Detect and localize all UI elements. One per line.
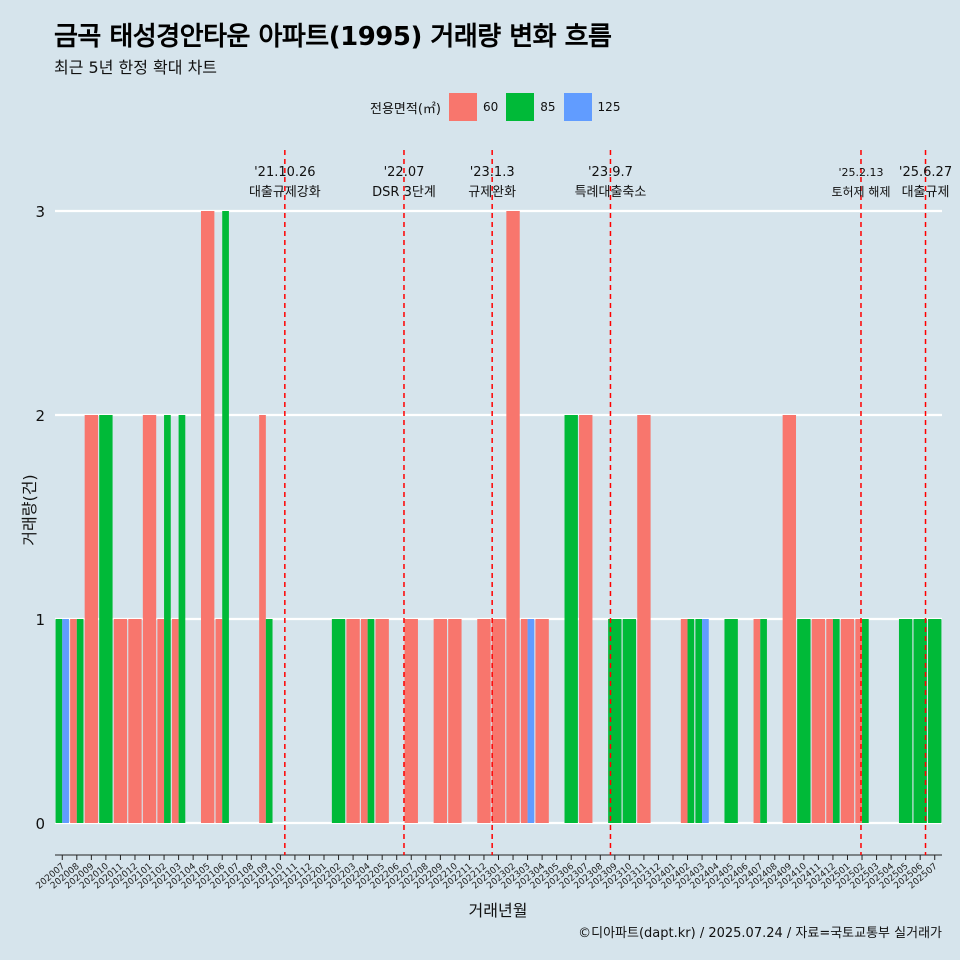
bar-60-202012: [128, 619, 142, 823]
bar-85-202507: [928, 619, 942, 823]
bar-60-202103: [171, 619, 179, 823]
bar-85-202410: [797, 619, 811, 823]
caption: ©디아파트(dapt.kr) / 2025.07.24 / 자료=국토교통부 실…: [578, 926, 942, 941]
bar-60-202210: [448, 619, 462, 823]
bar-60-202101: [142, 415, 157, 823]
chart-title: 금곡 태성경안타운 아파트(1995) 거래량 변화 흐름: [54, 22, 612, 52]
bar-60-202209: [433, 619, 448, 823]
event-date-label: '22.07: [384, 165, 425, 180]
bar-60-202109: [259, 415, 266, 823]
event-name-label: 규제완화: [468, 185, 516, 200]
y-axis-title: 거래량(건): [20, 474, 39, 546]
bar-85-202306: [564, 415, 578, 823]
bar-85-202505: [898, 619, 913, 823]
event-name-label: 대출규제: [902, 185, 950, 200]
event-date-label: '23.9.7: [588, 165, 633, 180]
bar-85-202407: [760, 619, 767, 823]
legend-label-85: 85: [540, 100, 556, 114]
bar-60-202207: [404, 619, 418, 823]
bar-60-202303: [520, 619, 528, 823]
event-name-label: 토허제 해제: [831, 185, 890, 199]
bar-85-202506: [913, 619, 927, 823]
bar-60-202409: [782, 415, 797, 823]
bar-60-202204: [360, 619, 368, 823]
event-date-label: '25.6.27: [899, 165, 952, 180]
legend-label-60: 60: [482, 100, 499, 114]
bar-60-202307: [579, 415, 593, 823]
bar-60-202203: [346, 619, 360, 823]
bar-85-202412: [832, 619, 840, 823]
event-date-label: '21.10.26: [254, 165, 315, 180]
bar-60-202411: [811, 619, 826, 823]
bar-85-202204: [367, 619, 375, 823]
y-axis-title-wrap: 거래량(건): [18, 470, 39, 550]
legend-title: 전용면적(㎡): [370, 101, 441, 117]
bar-60-202407: [753, 619, 761, 823]
bar-85-202202: [331, 619, 346, 823]
y-tick-label: 0: [35, 815, 45, 833]
bar-85-202106: [222, 211, 229, 823]
bar-85-202109: [265, 619, 273, 823]
bar-125-202007: [62, 619, 69, 823]
bar-60-202011: [113, 619, 128, 823]
bar-85-202102: [164, 415, 171, 823]
bar-125-202303: [527, 619, 535, 823]
event-name-label: 대출규제강화: [249, 185, 321, 200]
bar-85-202103: [178, 415, 186, 823]
y-tick-label: 3: [35, 203, 45, 221]
y-tick-label: 1: [35, 611, 45, 629]
bar-85-202008: [76, 619, 84, 823]
bar-60-202502: [855, 619, 863, 823]
bar-85-202007: [55, 619, 63, 823]
legend-swatch-85: [506, 93, 535, 121]
bar-60-202501: [840, 619, 855, 823]
bar-85-202310: [622, 619, 637, 823]
legend-label-125: 125: [597, 100, 621, 114]
bar-60-202205: [375, 619, 389, 823]
bar-60-202106: [215, 619, 223, 823]
bar-60-202008: [70, 619, 77, 823]
bar-60-202009: [84, 415, 99, 823]
bar-60-202105: [200, 211, 215, 823]
chart-subtitle: 최근 5년 한정 확대 차트: [54, 58, 218, 77]
legend-swatch-60: [448, 93, 477, 121]
y-tick-label: 2: [35, 407, 45, 425]
bar-85-202309: [608, 619, 622, 823]
bar-85-202403: [695, 619, 703, 823]
event-name-label: DSR 3단계: [372, 185, 436, 200]
bar-125-202403: [702, 619, 709, 823]
event-name-label: 특례대출축소: [575, 185, 647, 200]
event-date-label: '23.1.3: [470, 165, 515, 180]
bar-60-202102: [157, 619, 165, 823]
legend: 전용면적(㎡) 60 85 125: [370, 93, 628, 121]
bar-60-202402: [680, 619, 688, 823]
bar-85-202405: [724, 619, 738, 823]
bar-85-202010: [99, 415, 113, 823]
bar-60-202302: [506, 211, 520, 823]
bar-60-202412: [826, 619, 833, 823]
bar-85-202502: [862, 619, 869, 823]
bar-60-202301: [491, 619, 506, 823]
x-axis-title: 거래년월: [468, 901, 528, 920]
bar-60-202212: [477, 619, 491, 823]
legend-swatch-125: [563, 93, 592, 121]
event-date-label: '25.2.13: [838, 166, 883, 179]
bar-60-202304: [535, 619, 549, 823]
bar-85-202402: [687, 619, 695, 823]
bar-60-202311: [637, 415, 651, 823]
